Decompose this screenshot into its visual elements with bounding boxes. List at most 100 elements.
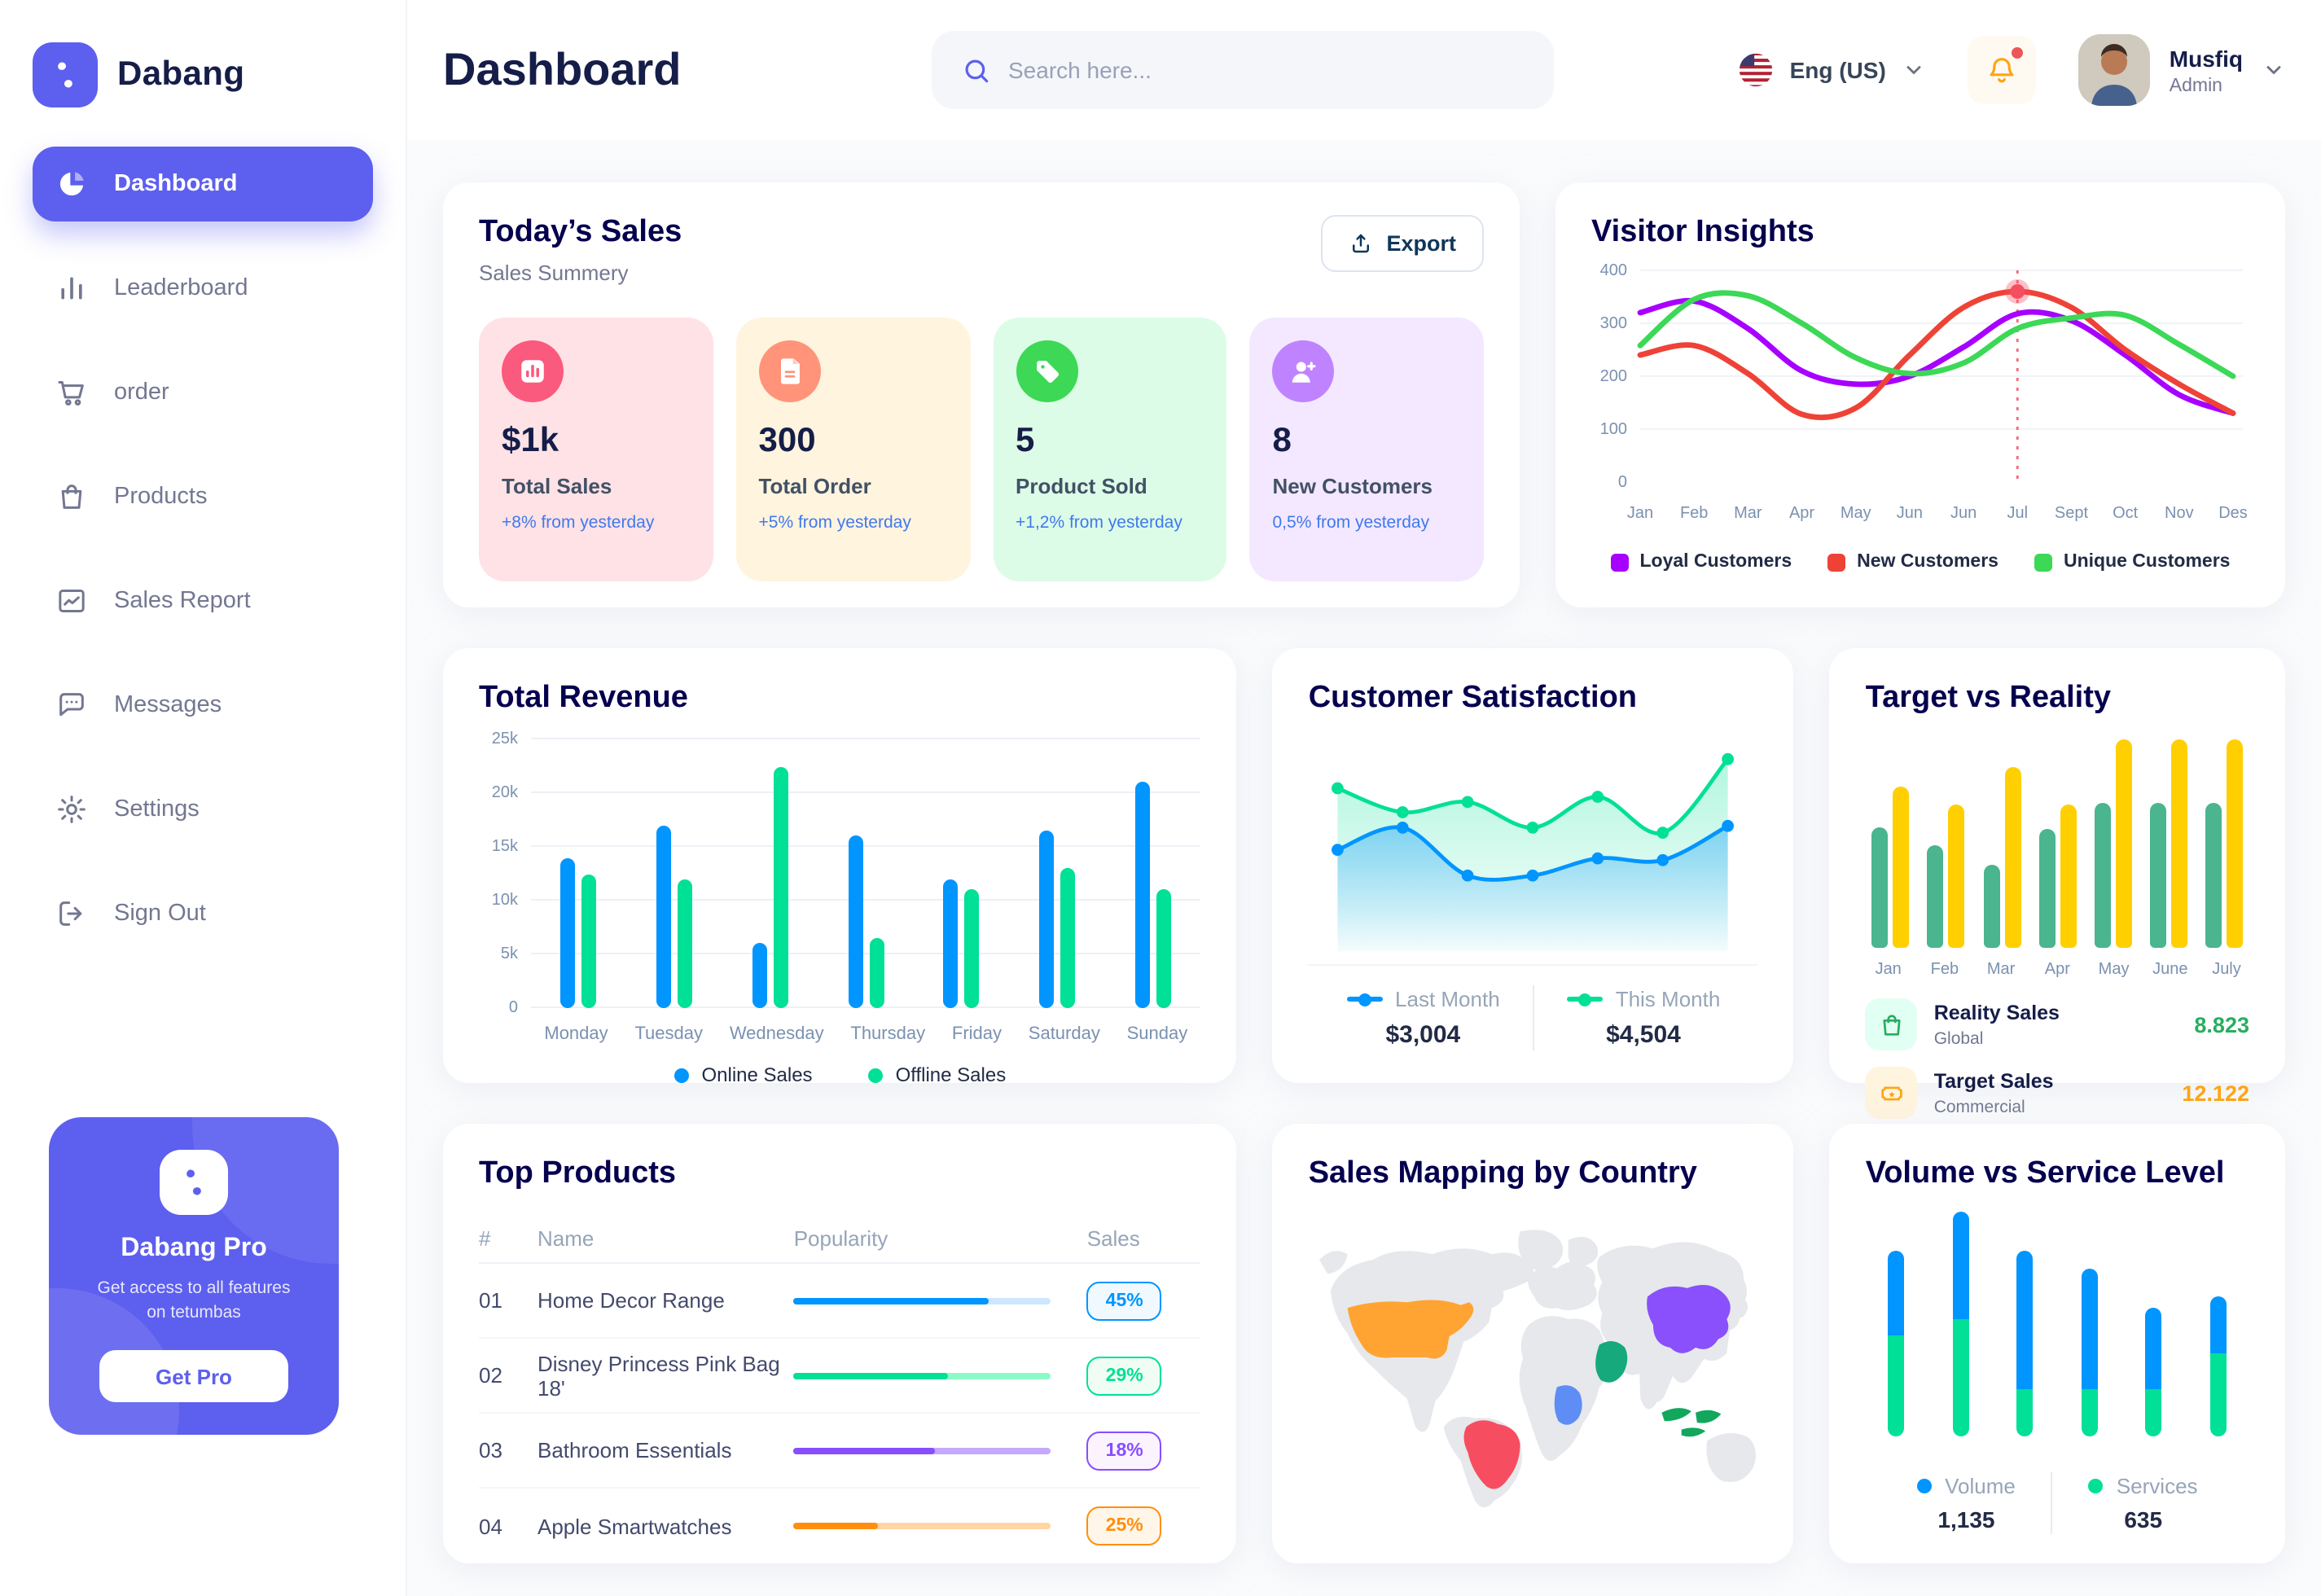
bar-offline-sales [581,874,597,1008]
sidebar-nav: Dashboard Leaderboard order Products Sales R… [0,147,406,951]
sales-badge: 25% [1086,1506,1162,1546]
target-bars-apr [2038,805,2077,949]
bar-offline-sales [869,938,884,1008]
search-bar[interactable] [932,31,1554,109]
stat-cards: $1k Total Sales +8% from yesterday 300 Total… [479,318,1484,581]
stat-value: $1k [502,422,559,459]
customer-satisfaction-title: Customer Satisfaction [1308,681,1637,715]
stat-delta: 0,5% from yesterday [1272,513,1430,533]
svg-text:300: 300 [1600,314,1627,332]
sidebar-item-messages[interactable]: Messages [33,668,373,743]
legend-loyal-customers: Loyal Customers [1610,552,1792,572]
bar-reality-sales [2205,802,2222,949]
total-revenue-card: Total Revenue 0 5k 10k 15k 20k 25k Monday Tues… [443,648,1237,1086]
offline-sales-dot [867,1068,883,1082]
country-brazil [1464,1420,1521,1489]
revenue-bars-saturday [1039,831,1076,1008]
bar-offline-sales [773,766,788,1008]
stat-card-new-customers: 8 New Customers 0,5% from yesterday [1249,318,1484,581]
main-area: Dashboard Eng (US) [407,0,2321,1596]
volume-service-bar-2 [1952,1212,1969,1437]
volume-service-bar-1 [1888,1250,1905,1437]
sidebar-item-dashboard[interactable]: Dashboard [33,147,373,221]
topbar: Dashboard Eng (US) [407,0,2321,140]
settings-icon [55,793,88,826]
top-products-header: # Name Popularity Sales [479,1215,1201,1264]
page-title: Dashboard [443,44,682,94]
visitor-insights-title: Visitor Insights [1591,215,1814,249]
legend-new-customers: New Customers [1827,552,1999,572]
profile-menu[interactable]: Musfiq Admin [2077,34,2285,106]
tag-icon [1016,340,1077,402]
sidebar-item-settings[interactable]: Settings [33,772,373,847]
notifications-button[interactable] [1967,36,2036,104]
volume-service-card: Volume vs Service Level Volume 1,135 Ser… [1829,1124,2285,1563]
sidebar-item-order[interactable]: order [33,355,373,430]
bar-reality-sales [2149,802,2166,949]
todays-sales-subtitle: Sales Summery [479,261,629,285]
us-flag-icon [1738,52,1774,88]
volume-service-title: Volume vs Service Level [1865,1156,2225,1190]
last-month-marker [1346,993,1383,1006]
bar-chart-icon [502,340,564,402]
new-user-icon [1272,340,1335,402]
bar-online-sales [1134,782,1150,1008]
svg-text:200: 200 [1600,367,1627,385]
get-pro-button[interactable]: Get Pro [99,1350,288,1402]
sidebar-item-sales-report[interactable]: Sales Report [33,563,373,638]
last-month-legend: Last Month $3,004 [1314,987,1533,1049]
revenue-bars-wednesday [752,766,788,1008]
legend-value: 12.122 [2182,1081,2249,1106]
top-products-title: Top Products [479,1156,677,1190]
export-button[interactable]: Export [1321,215,1484,272]
order-file-icon [758,340,821,402]
stat-card-total-order: 300 Total Order +5% from yesterday [735,318,970,581]
stat-label: Product Sold [1016,474,1147,498]
volume-service-plot [1866,1212,2249,1437]
svg-text:Apr: Apr [1789,504,1814,522]
language-selector[interactable]: Eng (US) [1738,52,1925,88]
user-name: Musfiq [2169,45,2243,71]
sales-report-icon [55,585,88,617]
content: Today’s Sales Sales Summery Export $1k To… [407,140,2321,1563]
sidebar-item-sign-out[interactable]: Sign Out [33,876,373,951]
product-row-04: 04 Apple Smartwatches 25% [479,1489,1201,1563]
svg-text:Oct: Oct [2113,504,2139,522]
sidebar-item-products[interactable]: Products [33,459,373,534]
volume-total: 1,135 [1937,1506,1995,1533]
product-row-03: 03 Bathroom Essentials 18% [479,1414,1201,1489]
target-vs-reality-card: Target vs Reality Jan Feb Mar Apr May June Jul… [1829,648,2285,1120]
volume-dot [1917,1479,1933,1494]
stat-card-product-sold: 5 Product Sold +1,2% from yesterday [993,318,1227,581]
search-input[interactable] [1008,57,1525,83]
land-japan [1734,1297,1749,1318]
volume-service-legend: Volume 1,135 Services 635 [1866,1472,2249,1535]
stat-value: 5 [1016,422,1035,459]
country-dr-congo [1555,1385,1583,1425]
legend-value: 8.823 [2194,1012,2249,1037]
volume-legend-item: Volume 1,135 [1881,1474,2051,1532]
revenue-x-axis: Monday Tuesday Wednesday Thursday Friday Satu… [544,1024,1188,1044]
ticket-icon [1865,1067,1918,1120]
popularity-bar [793,1372,1051,1379]
sign-out-icon [55,897,88,930]
export-icon [1353,234,1370,253]
land-alaska [1319,1251,1349,1274]
bar-online-sales [848,835,863,1008]
sidebar-item-leaderboard[interactable]: Leaderboard [33,251,373,326]
world-map [1309,1208,1758,1526]
svg-text:Mar: Mar [1734,504,1762,522]
customer-satisfaction-card: Customer Satisfaction Last Month $3,004 … [1272,648,1794,1083]
total-revenue-title: Total Revenue [479,681,688,715]
land-australia [1707,1432,1757,1482]
bar-online-sales [560,857,576,1008]
brand-name: Dabang [117,55,245,93]
revenue-bars-monday [560,857,597,1008]
pro-logo-icon [160,1150,228,1215]
bar-offline-sales [964,889,980,1008]
svg-text:400: 400 [1600,261,1627,279]
bar-offline-sales [1156,889,1171,1008]
pro-subtitle: Get access to all features on tetumbas [97,1278,291,1323]
messages-icon [55,689,88,721]
bar-reality-sales [1927,845,1944,949]
